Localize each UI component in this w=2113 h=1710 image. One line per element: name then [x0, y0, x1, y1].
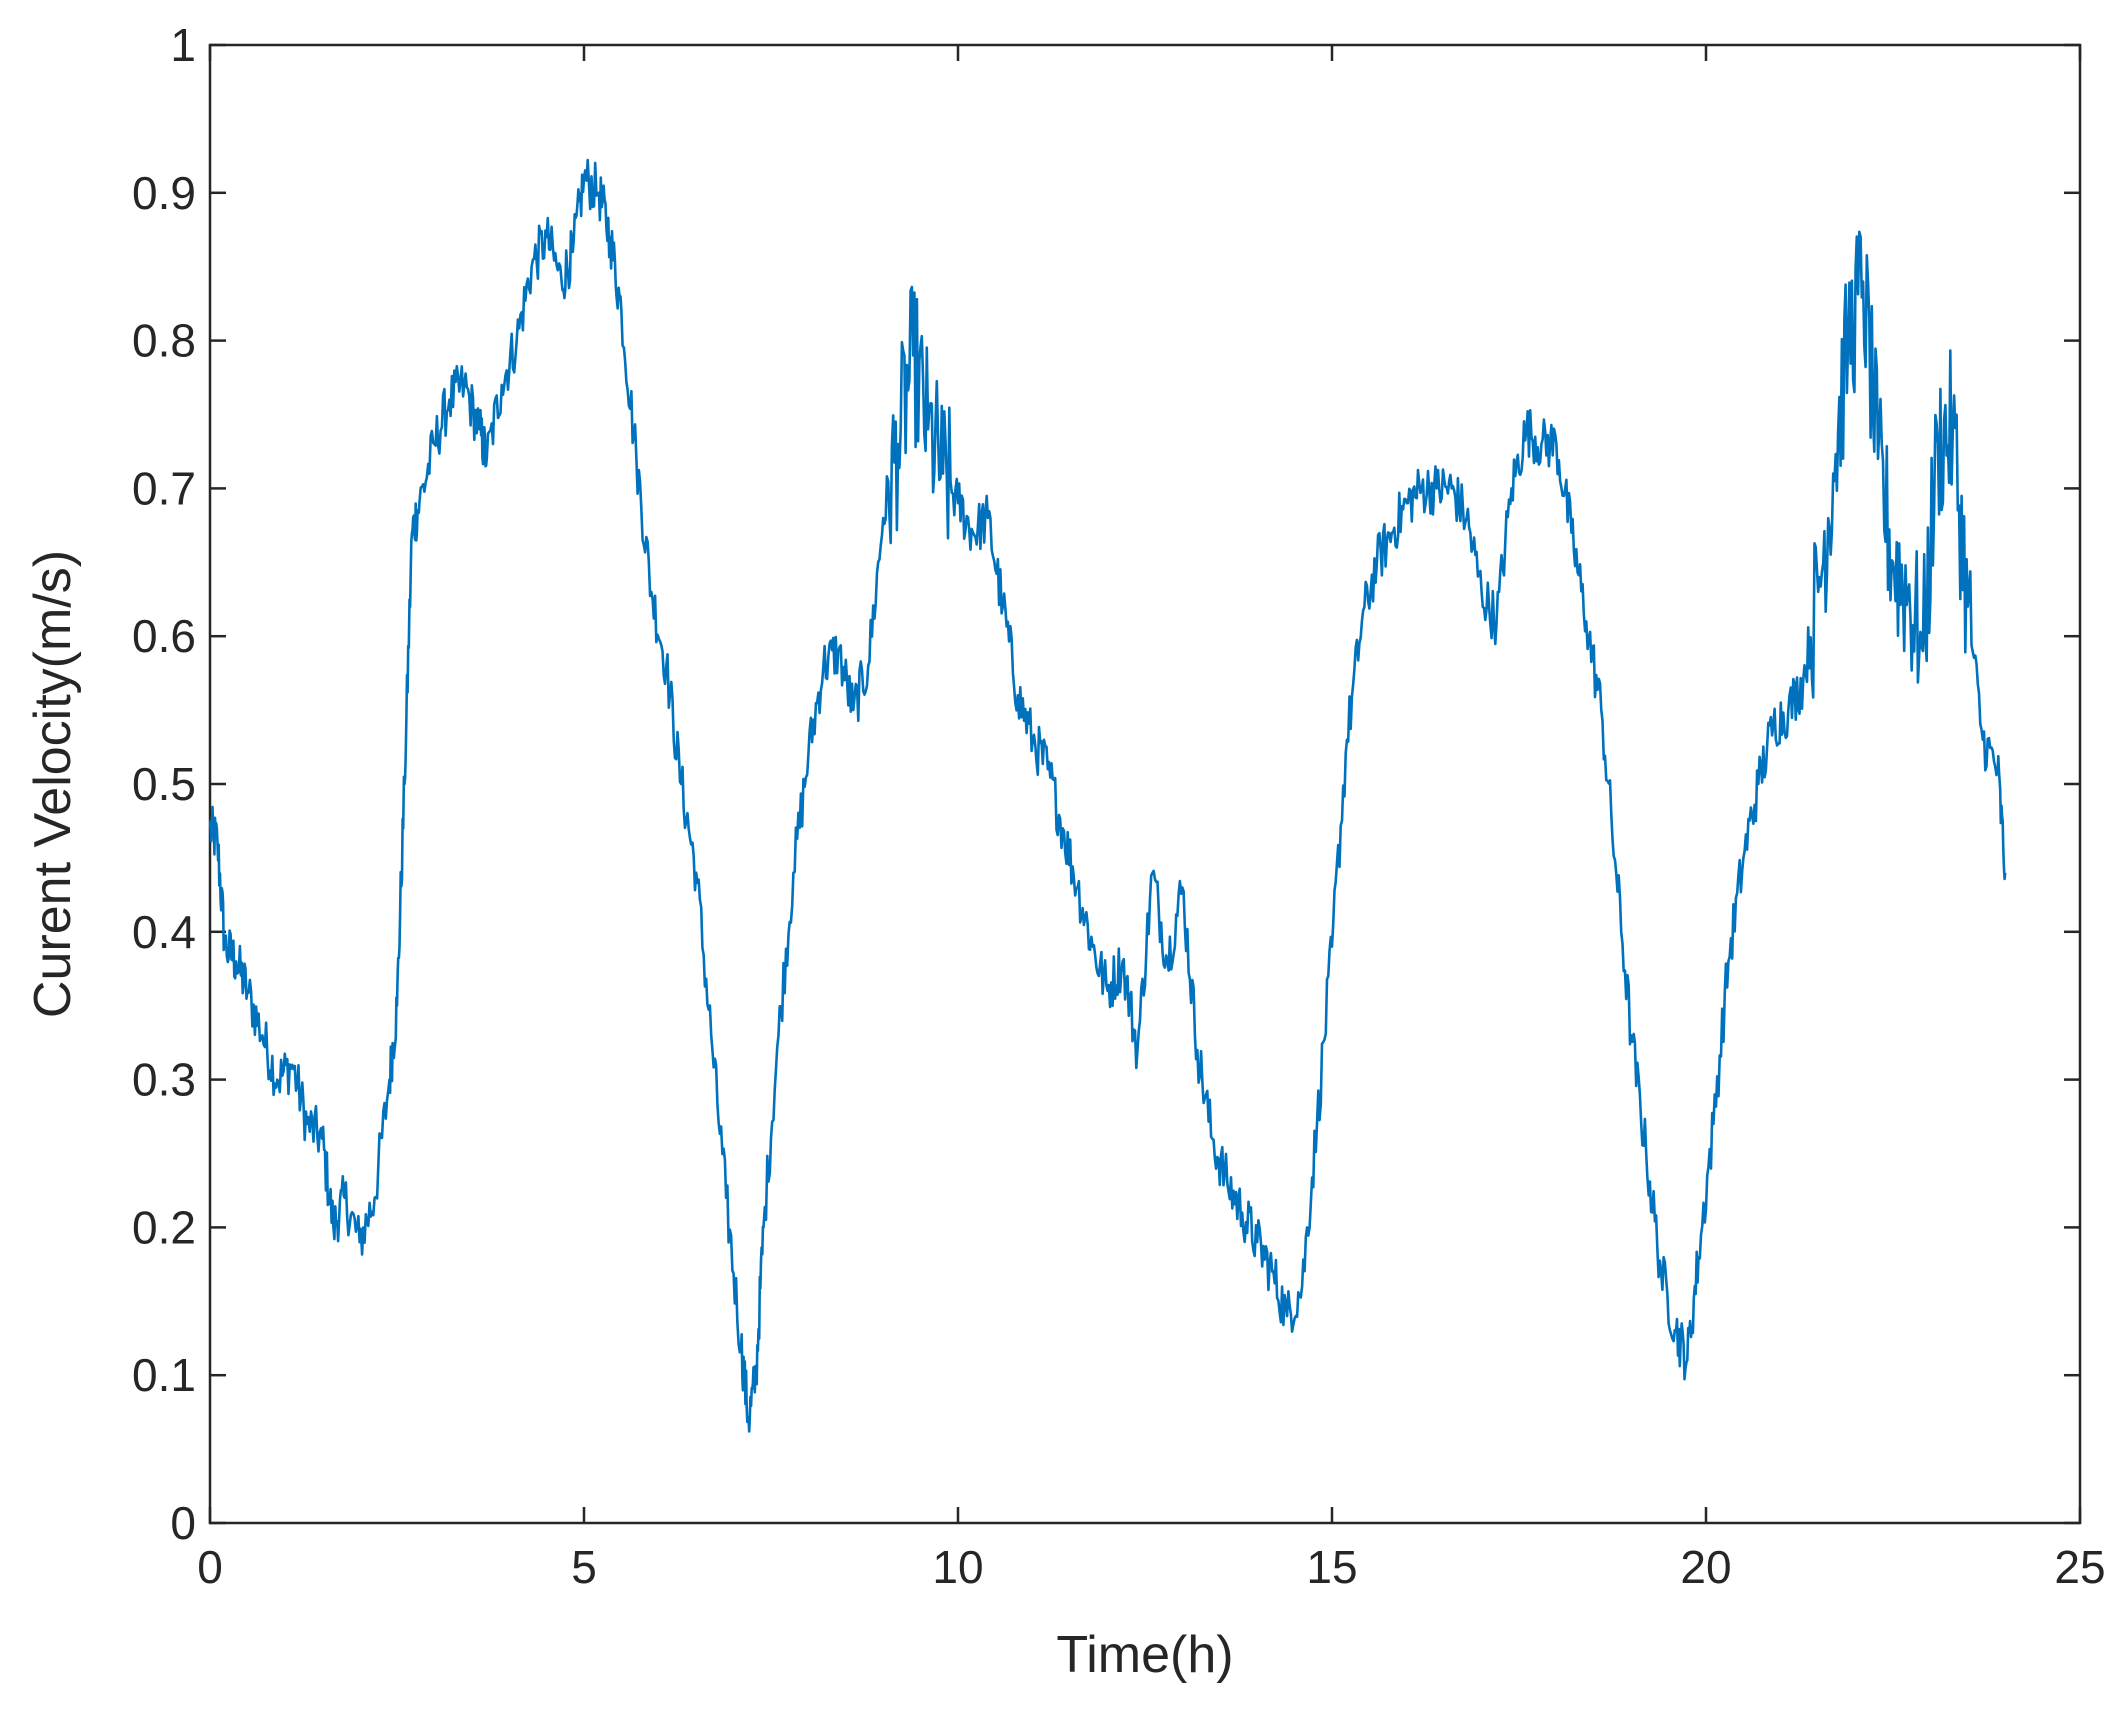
x-tick-label: 10	[932, 1541, 983, 1593]
y-tick-label: 0.8	[132, 315, 196, 367]
y-axis-label: Curent Velocity(m/s)	[24, 550, 82, 1018]
y-tick-label: 0.3	[132, 1054, 196, 1106]
y-tick-label: 0.7	[132, 462, 196, 514]
series-line	[208, 158, 2007, 1433]
plot-area	[208, 43, 2082, 1525]
x-tick-label: 15	[1306, 1541, 1357, 1593]
y-tick-label: 0	[170, 1497, 196, 1549]
x-tick-label: 25	[2054, 1541, 2105, 1593]
y-tick-label: 0.1	[132, 1349, 196, 1401]
y-tick-label: 1	[170, 19, 196, 71]
y-tick-label: 0.2	[132, 1201, 196, 1253]
y-tick-label: 0.9	[132, 167, 196, 219]
x-tick-label: 5	[571, 1541, 597, 1593]
y-axis-ticks: 0 0.1 0.2 0.3 0.4 0.5 0.6 0.7 0.8 0.9 1	[132, 19, 2080, 1549]
x-axis-label: Time(h)	[1056, 1626, 1233, 1684]
series-layer	[208, 158, 2007, 1433]
y-tick-label: 0.5	[132, 758, 196, 810]
y-tick-label: 0.6	[132, 610, 196, 662]
y-tick-label: 0.4	[132, 906, 196, 958]
x-tick-label: 20	[1680, 1541, 1731, 1593]
x-axis-ticks: 0 5 10 15 20 25	[197, 45, 2106, 1593]
x-tick-label: 0	[197, 1541, 223, 1593]
